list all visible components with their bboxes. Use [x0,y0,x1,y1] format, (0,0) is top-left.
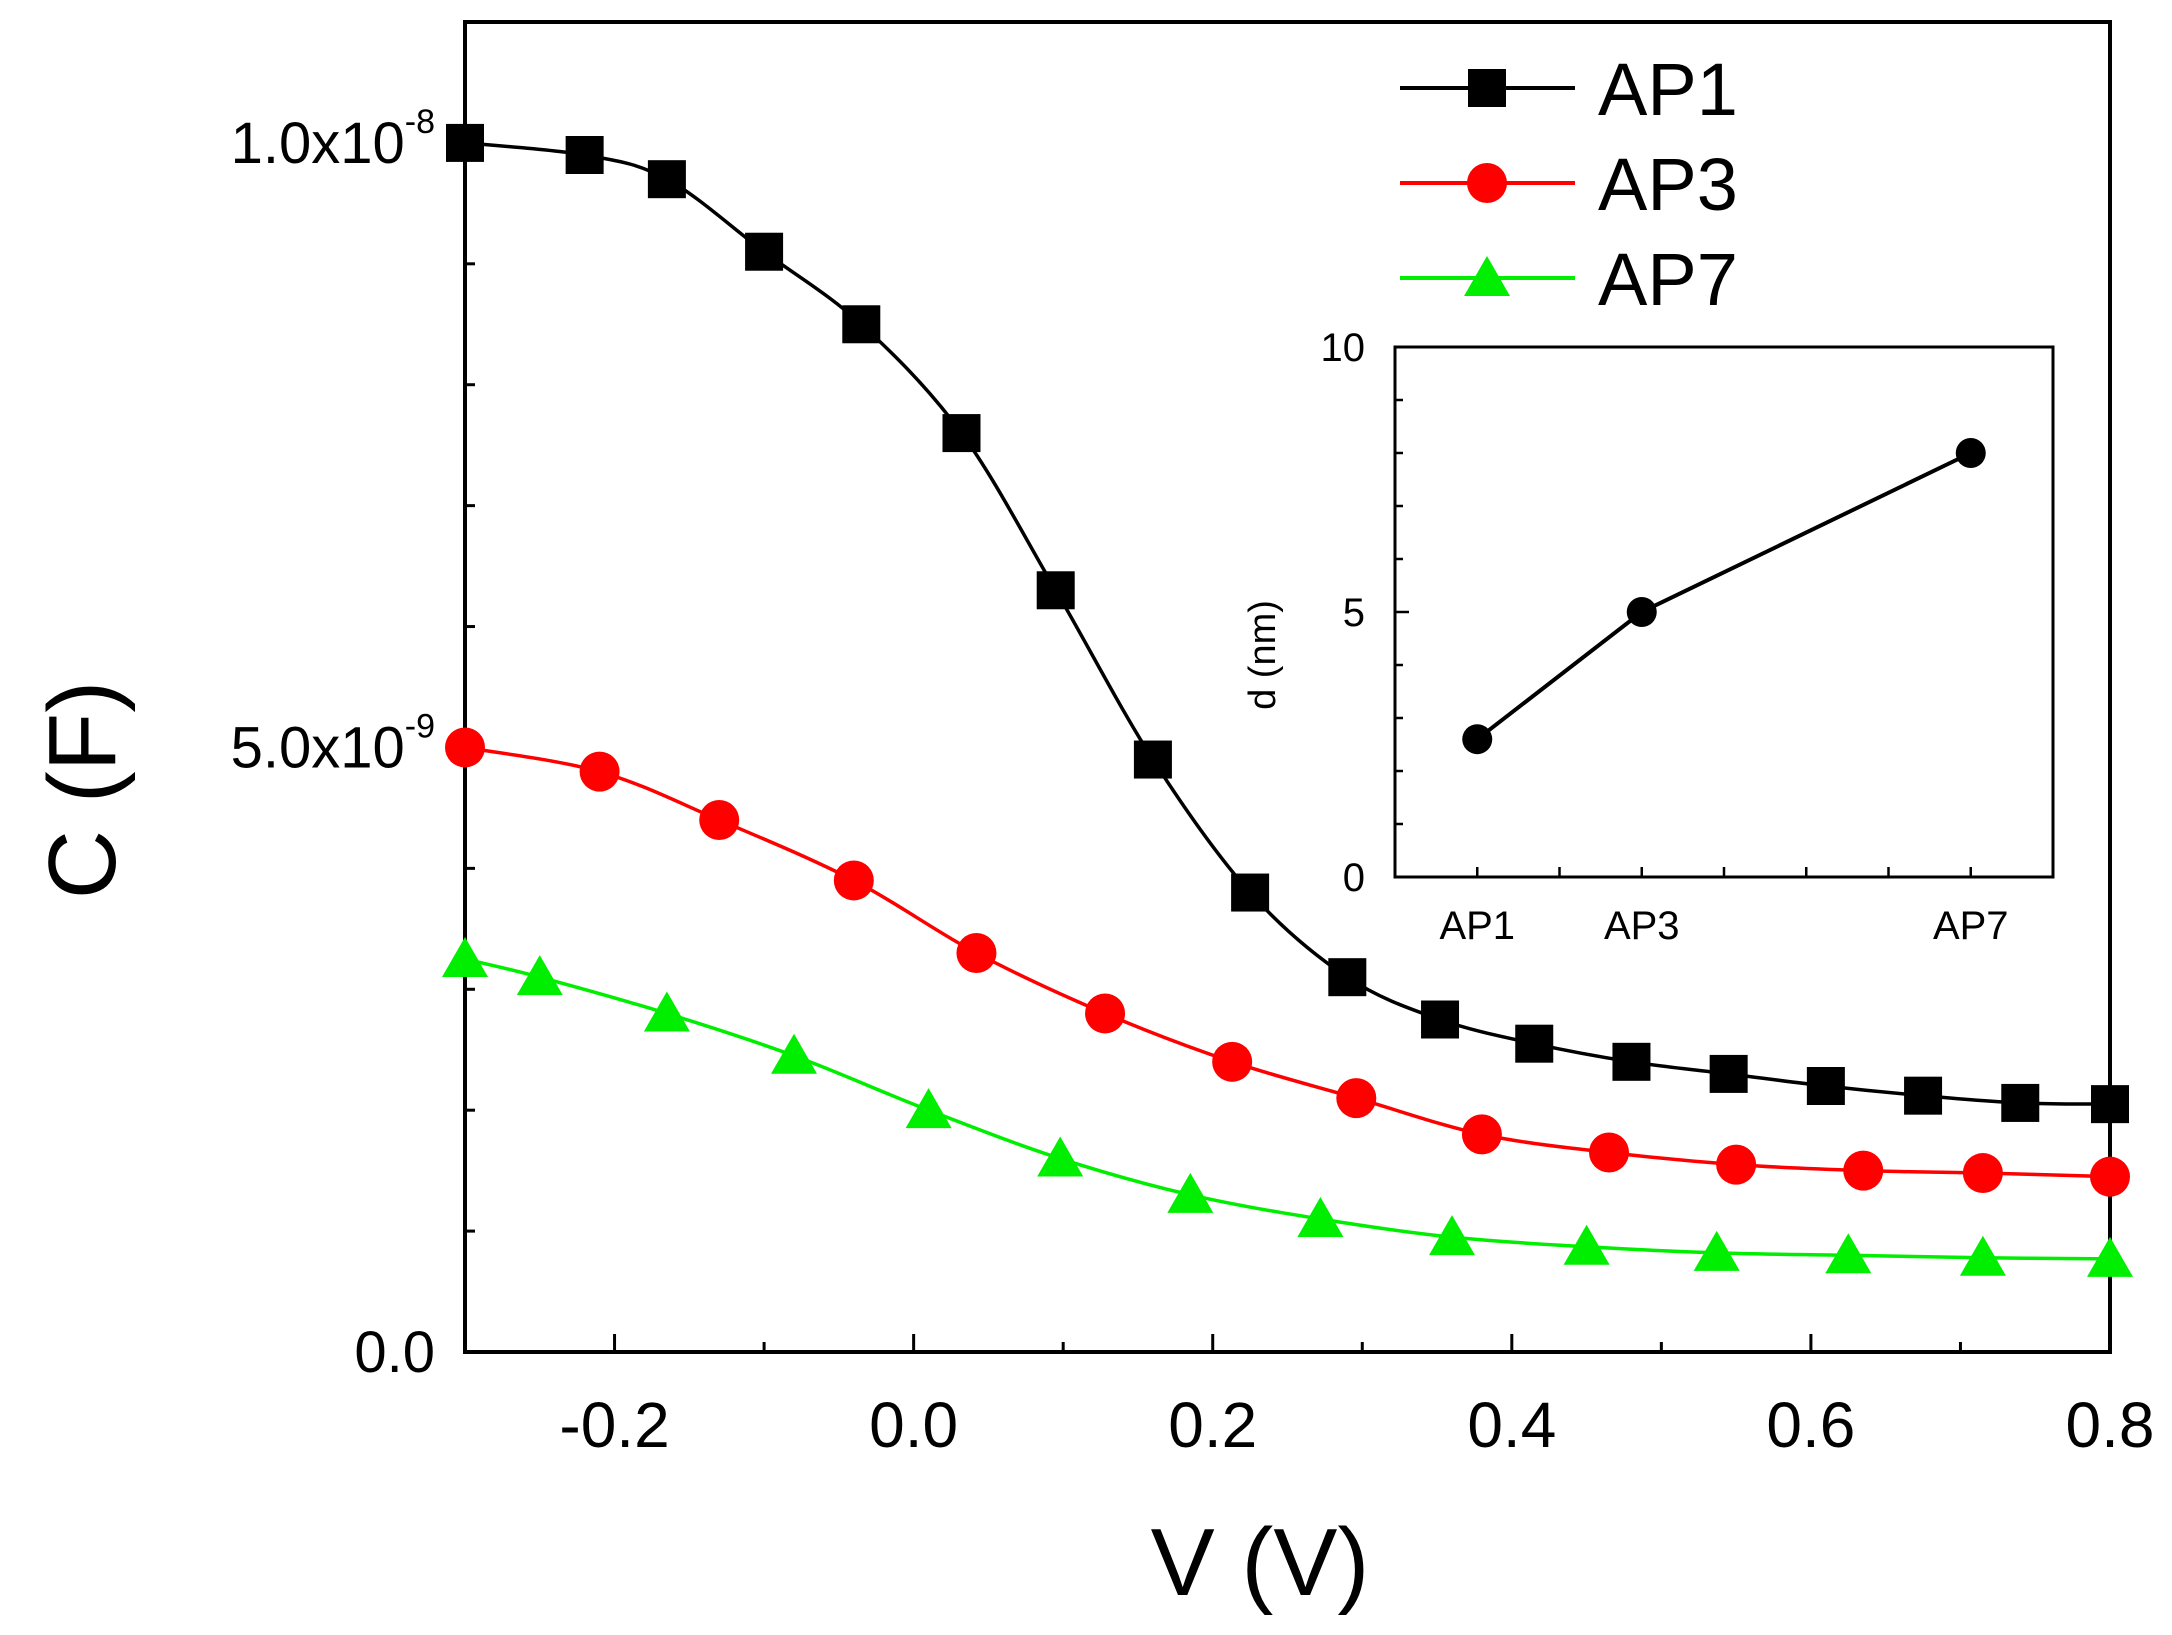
inset-plot-frame [1393,345,2055,879]
main-series [442,123,2133,1277]
data-point-ap7 [1429,1215,1475,1256]
data-point-ap1 [446,123,484,162]
x-tick-label: 0.2 [1168,1389,1257,1461]
y-tick-label: 0.0 [354,1320,435,1385]
data-point-ap7 [643,991,690,1032]
legend-label-ap7: AP7 [1598,238,1738,321]
x-tick-label: 0.4 [1467,1389,1556,1461]
data-point-ap3 [1843,1150,1884,1191]
main-plot: -0.2 0.0 0.2 0.4 0.6 0.8 0.05.0x10-91.0x10-8 … [29,20,2155,1616]
data-point-ap7 [771,1033,817,1074]
x-tick-label: 0.8 [2066,1389,2155,1461]
data-point-ap7 [442,937,488,978]
inset-data-point [1955,438,1986,468]
inset-y-tick-label: 0 [1343,856,1365,900]
data-point-ap1 [1612,1042,1651,1081]
x-axis-label: V (V) [1151,1509,1370,1616]
legend-label-ap3: AP3 [1598,143,1738,226]
data-point-ap7 [1167,1172,1214,1213]
inset-data-point [1462,724,1493,755]
inset-x-tick-label: AP7 [1933,904,2009,948]
data-point-ap1 [1421,1000,1460,1039]
data-point-ap3 [1085,993,1126,1034]
data-point-ap3 [445,727,485,768]
data-point-ap1 [647,160,686,199]
main-plot-frame [463,20,2112,1354]
data-point-ap7 [2087,1236,2133,1277]
series-line-ap1 [464,141,2111,1106]
data-point-ap3 [1716,1144,1757,1185]
inset-series [1462,438,1986,755]
y-tick-label: 1.0x10-8 [231,103,435,176]
y-tick-label: 5.0x10-9 [231,707,435,780]
legend-marker-ap7 [1464,256,1510,296]
x-tick-label: -0.2 [559,1389,669,1461]
main-y-ticks: 0.0 5.0x10-9 1.0x10-8 [231,103,483,1385]
data-point-ap7 [1825,1233,1872,1274]
inset-y-ticks: 0 5 10 [1321,326,1409,900]
data-point-ap3 [2090,1156,2130,1197]
data-point-ap3 [1461,1114,1502,1155]
data-point-ap1 [1328,958,1367,997]
inset-y-tick-label: 5 [1343,591,1365,635]
data-point-ap3 [579,751,620,792]
data-point-ap1 [1036,571,1075,610]
inset-plot: AP1 AP3 AP7 0 5 10 d (nm) [1242,326,2055,948]
data-point-ap7 [1037,1136,1084,1177]
data-point-ap3 [1212,1041,1253,1082]
inset-x-ticks: AP1 AP3 AP7 [1439,867,2009,948]
x-tick-label: 0.6 [1766,1389,1855,1461]
data-point-ap1 [842,305,881,344]
data-point-ap7 [1693,1230,1740,1271]
y-axis-label: C (F) [29,681,136,900]
data-point-ap1 [2001,1083,2040,1122]
data-point-ap7 [516,955,563,996]
data-point-ap3 [1589,1132,1630,1173]
inset-y-axis-label: d (nm) [1242,600,1284,710]
inset-data-point [1626,597,1657,627]
data-point-ap1 [1231,873,1270,912]
x-tick-label: 0.0 [869,1389,958,1461]
data-point-ap1 [1515,1024,1554,1063]
inset-x-tick-label: AP1 [1439,904,1515,948]
data-point-ap3 [833,860,874,901]
legend-marker-ap3 [1467,163,1507,203]
data-point-ap1 [745,232,784,271]
inset-x-tick-label: AP3 [1604,904,1680,948]
legend-marker-ap1 [1468,69,1506,107]
legend: AP1 AP3 AP7 [1400,48,1738,321]
data-point-ap7 [1959,1235,2006,1276]
data-point-ap3 [1336,1078,1377,1119]
data-point-ap7 [1297,1197,1344,1237]
series-line-ap7 [464,957,2111,1261]
data-point-ap1 [565,136,604,174]
legend-label-ap1: AP1 [1598,48,1738,131]
data-point-ap1 [1133,740,1172,779]
main-x-ticks: -0.2 0.0 0.2 0.4 0.6 0.8 [463,1334,2155,1461]
data-point-ap3 [699,800,740,840]
data-point-ap1 [1904,1076,1943,1115]
data-point-ap1 [1709,1054,1748,1093]
data-point-ap7 [905,1088,952,1129]
inset-y-tick-label: 10 [1321,326,1366,370]
inset-series-line [1476,451,1972,741]
data-point-ap7 [1563,1224,1610,1265]
data-point-ap1 [1806,1067,1845,1105]
data-point-ap1 [942,414,981,453]
data-point-ap3 [1962,1153,2003,1194]
data-point-ap3 [956,933,997,973]
data-point-ap1 [2091,1085,2129,1124]
